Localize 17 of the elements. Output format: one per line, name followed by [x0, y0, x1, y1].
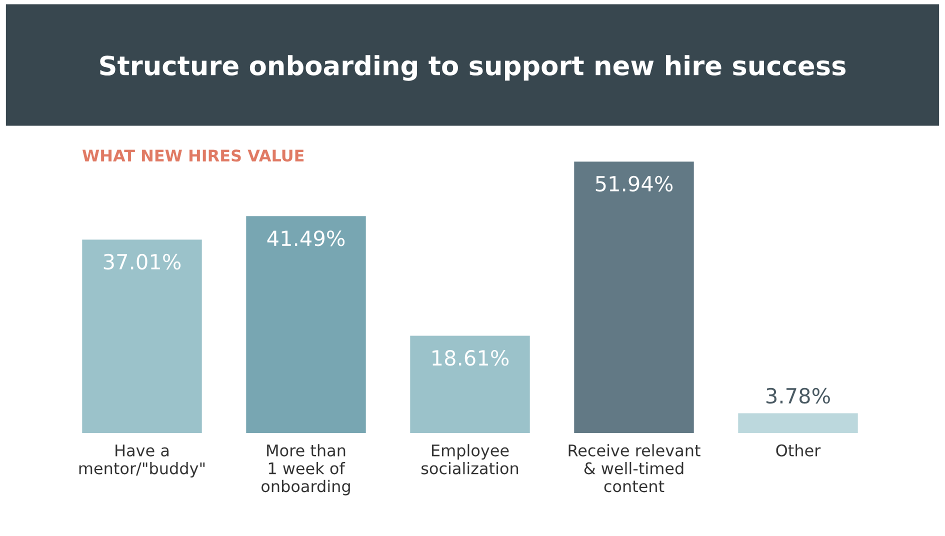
bar [574, 162, 694, 433]
data-label: 3.78% [766, 388, 830, 404]
chart-title: Structure onboarding to support new hire success [100, 55, 846, 81]
data-label: 51.94% [596, 176, 673, 192]
bar [410, 336, 530, 433]
bar [82, 240, 202, 433]
data-label: 37.01% [104, 254, 181, 270]
x-tick-label: Have a mentor/"buddy" [79, 444, 205, 478]
x-tick-label: Other [776, 444, 821, 456]
data-label: 41.49% [267, 230, 345, 246]
bar [246, 216, 366, 433]
x-tick-label: Receive relevant & well-timed content [568, 444, 700, 492]
x-tick-label: Employee socialization [421, 444, 518, 474]
chart-subtitle: WHAT NEW HIRES VALUE [82, 150, 304, 162]
bar [738, 413, 858, 433]
x-tick-label: More than 1 week of onboarding [262, 444, 350, 496]
data-label: 18.61% [432, 350, 509, 366]
